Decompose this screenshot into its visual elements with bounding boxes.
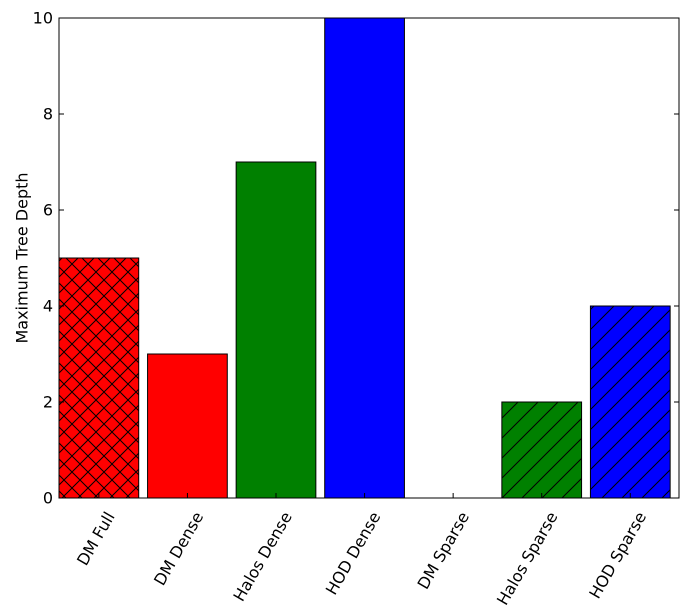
bar-dm-dense xyxy=(147,353,228,499)
y-tick-label-0: 0 xyxy=(43,489,53,508)
y-tick-label-10: 10 xyxy=(33,9,53,28)
x-axis: DM Full DM Dense Halos Dense HOD Dense DM Sp… xyxy=(73,493,650,608)
x-tick-label-dm-dense: DM Dense xyxy=(150,509,207,589)
x-tick-label-dm-sparse: DM Sparse xyxy=(413,508,473,592)
bar-hod-dense xyxy=(324,17,405,499)
bars-group xyxy=(58,17,671,499)
x-tick-label-halos-dense: Halos Dense xyxy=(229,509,295,605)
y-tick-label-6: 6 xyxy=(43,201,53,220)
y-tick-label-8: 8 xyxy=(43,105,53,124)
plot-frame xyxy=(58,17,680,499)
y-tick-label-2: 2 xyxy=(43,393,53,412)
bar-halos-dense xyxy=(235,161,317,499)
y-axis-label: Maximum Tree Depth xyxy=(13,172,32,343)
bar-hatch-dm-full xyxy=(59,258,139,498)
bar-hatch-hod-sparse xyxy=(590,306,671,498)
y-axis: 0 2 4 6 8 10 xyxy=(33,9,679,508)
x-tick-label-hod-dense: HOD Dense xyxy=(322,509,385,599)
y-tick-label-4: 4 xyxy=(43,297,53,316)
bar-hatch-halos-sparse xyxy=(501,402,582,498)
x-tick-label-hod-sparse: HOD Sparse xyxy=(585,509,650,602)
x-tick-label-halos-sparse: Halos Sparse xyxy=(493,509,562,609)
x-tick-label-dm-full: DM Full xyxy=(73,509,119,569)
